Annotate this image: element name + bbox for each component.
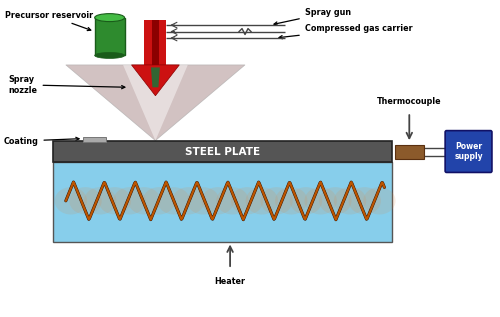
Ellipse shape [364, 187, 396, 215]
Text: Heater: Heater [214, 277, 246, 287]
FancyBboxPatch shape [144, 20, 167, 65]
Polygon shape [151, 68, 160, 87]
Text: Thermocouple: Thermocouple [377, 97, 442, 106]
Ellipse shape [334, 187, 366, 215]
Text: Power
supply: Power supply [454, 142, 483, 161]
FancyBboxPatch shape [395, 145, 424, 159]
Ellipse shape [304, 187, 337, 215]
Ellipse shape [94, 14, 124, 22]
FancyBboxPatch shape [94, 18, 124, 55]
Ellipse shape [202, 187, 234, 215]
FancyBboxPatch shape [152, 20, 159, 65]
Ellipse shape [348, 187, 381, 215]
Ellipse shape [98, 187, 131, 215]
Text: Coating: Coating [4, 137, 79, 146]
Ellipse shape [70, 187, 102, 215]
FancyBboxPatch shape [54, 162, 392, 242]
Ellipse shape [84, 187, 116, 215]
Ellipse shape [187, 187, 219, 215]
Ellipse shape [290, 187, 322, 215]
Ellipse shape [260, 187, 292, 215]
Text: Precursor reservoir: Precursor reservoir [5, 11, 93, 30]
Ellipse shape [231, 187, 264, 215]
Text: STEEL PLATE: STEEL PLATE [185, 146, 260, 157]
Polygon shape [132, 65, 180, 96]
FancyBboxPatch shape [54, 141, 392, 162]
FancyBboxPatch shape [83, 137, 106, 142]
Ellipse shape [216, 187, 248, 215]
Ellipse shape [172, 187, 204, 215]
Ellipse shape [143, 187, 175, 215]
Ellipse shape [54, 187, 87, 215]
Ellipse shape [319, 187, 352, 215]
Text: Spray
nozzle: Spray nozzle [8, 75, 125, 94]
Ellipse shape [275, 187, 308, 215]
Polygon shape [123, 65, 188, 140]
Ellipse shape [158, 187, 190, 215]
Ellipse shape [246, 187, 278, 215]
Polygon shape [66, 65, 245, 140]
Text: Spray gun: Spray gun [274, 8, 351, 25]
Ellipse shape [94, 53, 124, 58]
Ellipse shape [128, 187, 160, 215]
FancyBboxPatch shape [445, 131, 492, 172]
Text: Compressed gas carrier: Compressed gas carrier [279, 24, 412, 39]
Ellipse shape [114, 187, 146, 215]
